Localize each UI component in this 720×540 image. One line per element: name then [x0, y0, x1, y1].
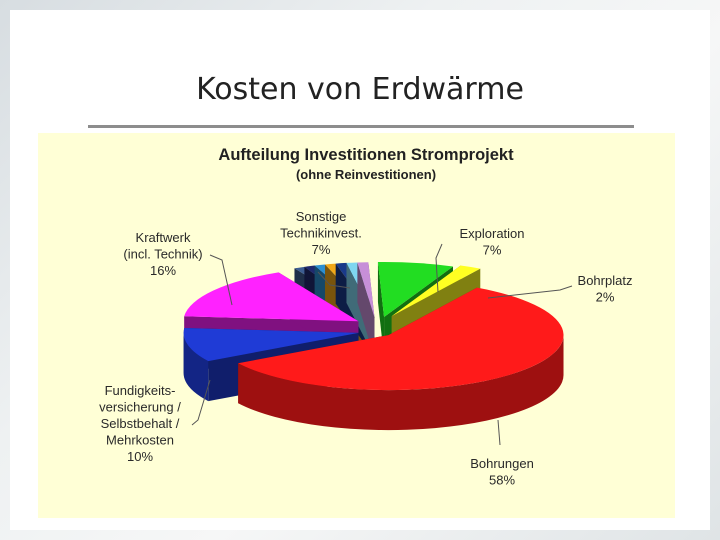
pie-slice-1-top: [391, 265, 481, 317]
pie-slice-5-part-6-top: [357, 262, 375, 318]
pie-slice-2: [238, 287, 564, 431]
slice-label-0: Exploration 7%: [459, 226, 524, 258]
pie-slice-5: [294, 262, 375, 358]
slice-label-3: Fundigkeits-versicherung / Selbstbehalt /…: [99, 383, 181, 464]
leader-line-3: [191, 379, 211, 426]
leader-line-0: [435, 243, 443, 293]
slice-label-2: Bohrungen 58%: [470, 456, 534, 488]
pie-slice-2-side: [238, 335, 564, 431]
leader-line-5: [317, 271, 351, 289]
slice-label-1: Bohrplatz 2%: [578, 273, 633, 305]
chart-subtitle: (ohne Reinvestitionen): [295, 167, 437, 182]
pie-slice-5-part-6-wall: [357, 262, 375, 358]
pie-slice-3-side: [183, 332, 209, 402]
pie-slice-3-top: [183, 327, 359, 362]
pie-slice-4-top: [184, 272, 359, 322]
chart-title: Aufteilung Investitionen Stromprojekt: [218, 146, 514, 164]
pie-slice-2-top: [238, 287, 564, 391]
leader-line-4: [209, 254, 233, 306]
slice-label-4: Kraftwerk (incl. Technik) 16%: [123, 230, 202, 278]
leader-line-1: [487, 285, 573, 299]
leader-line-2: [497, 419, 501, 446]
pie-slice-0-wall: [377, 262, 385, 358]
slice-label-5: Sonstige Technikinvest. 7%: [280, 209, 362, 257]
title-divider: [88, 125, 634, 128]
slide-title: Kosten von Erdwärme: [196, 72, 524, 107]
pie-slice-0-top: [377, 262, 453, 318]
